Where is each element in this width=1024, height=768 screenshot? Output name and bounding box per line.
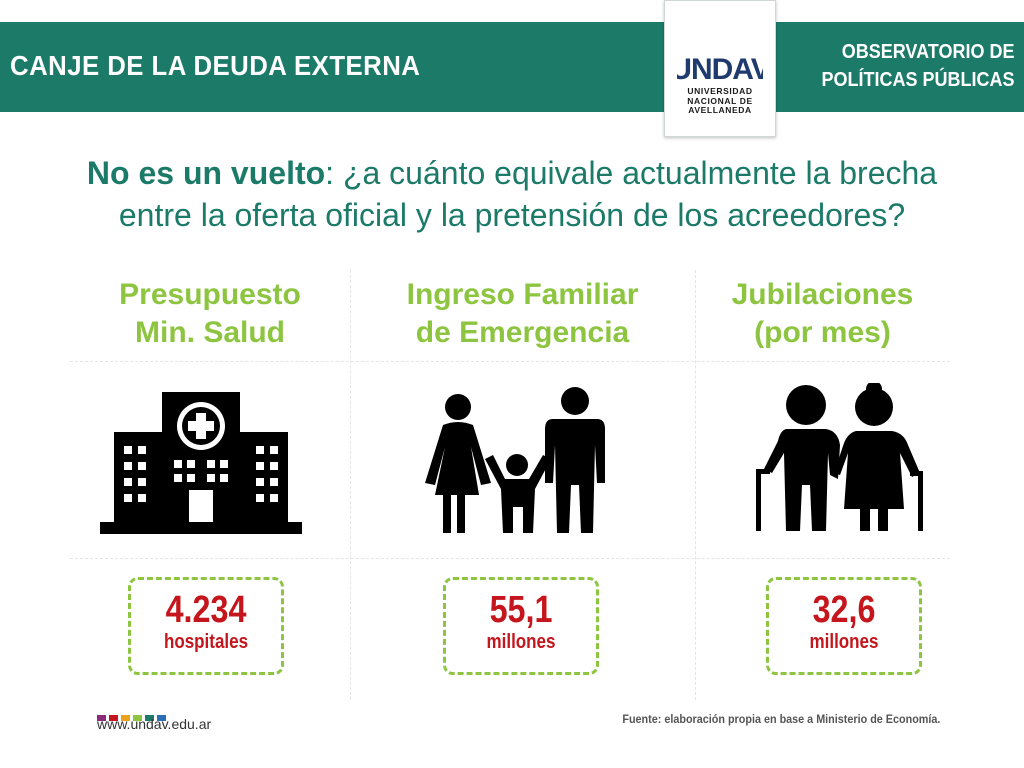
- observatory-line1: OBSERVATORIO DE: [841, 41, 1014, 63]
- column-label-line2: (por mes): [754, 316, 891, 349]
- headline-rest: : ¿a cuánto equivale actualmente la brec…: [325, 155, 938, 191]
- value-number: 32,6: [812, 589, 876, 631]
- elderly-couple-icon: [756, 383, 923, 531]
- column-salud: Presupuesto Min. Salud: [70, 268, 350, 704]
- column-label-line1: Ingreso Familiar: [406, 278, 639, 311]
- color-dot: [109, 715, 118, 721]
- column-label-line1: Presupuesto: [119, 278, 301, 311]
- observatory-label: OBSERVATORIO DE POLÍTICAS PÚBLICAS: [821, 38, 1014, 94]
- grid-divider-1: [350, 270, 351, 700]
- headline-line1: No es un vuelto: ¿a cuánto equivale actu…: [0, 152, 1024, 194]
- undav-logo[interactable]: UNDAV UNIVERSIDAD NACIONAL DE AVELLANEDA: [664, 0, 776, 137]
- logo-line3: AVELLANEDA: [688, 105, 752, 115]
- headline-bold: No es un vuelto: [86, 155, 326, 191]
- value-unit: hospitales: [163, 631, 249, 653]
- column-ife: Ingreso Familiar de Emergencia: [350, 268, 695, 704]
- logo-line1: UNIVERSIDAD: [687, 86, 753, 96]
- column-label: Ingreso Familiar de Emergencia: [350, 276, 695, 352]
- value-box-salud: 4.234 hospitales: [128, 577, 284, 675]
- brand-color-dots: [97, 708, 169, 726]
- value-unit: millones: [809, 631, 879, 653]
- hospital-icon: [100, 392, 302, 534]
- value-number: 4.234: [165, 589, 247, 631]
- undav-logo-mark: UNDAV: [677, 53, 763, 83]
- header-banner: [0, 22, 1024, 112]
- color-dot: [121, 715, 130, 721]
- value-box-ife: 55,1 millones: [443, 577, 599, 675]
- color-dot: [97, 715, 106, 721]
- column-label-line1: Jubilaciones: [731, 278, 914, 311]
- color-dot: [145, 715, 154, 721]
- column-label-line2: Min. Salud: [135, 316, 285, 349]
- color-dot: [157, 715, 166, 721]
- headline: No es un vuelto: ¿a cuánto equivale actu…: [0, 152, 1024, 236]
- logo-line2: NACIONAL DE: [687, 95, 753, 106]
- column-label: Jubilaciones (por mes): [695, 276, 950, 352]
- grid-line-bottom: [70, 558, 950, 559]
- value-number: 55,1: [489, 589, 553, 631]
- column-label: Presupuesto Min. Salud: [70, 276, 350, 352]
- grid-line-top: [70, 361, 950, 362]
- family-icon: [425, 387, 605, 533]
- grid-divider-2: [695, 270, 696, 700]
- column-jubilaciones: Jubilaciones (por mes): [695, 268, 950, 704]
- logo-letters: UNDAV: [677, 53, 763, 83]
- observatory-line2: POLÍTICAS PÚBLICAS: [820, 69, 1014, 91]
- source-note: Fuente: elaboración propia en base a Min…: [621, 712, 940, 726]
- headline-line2: entre la oferta oficial y la pretensión …: [118, 197, 906, 233]
- logo-university-name: UNIVERSIDAD NACIONAL DE AVELLANEDA: [673, 86, 767, 116]
- value-unit: millones: [486, 631, 556, 653]
- value-box-jubilaciones: 32,6 millones: [766, 577, 922, 675]
- website-link[interactable]: www.undav.edu.ar: [97, 716, 212, 732]
- color-dot: [133, 715, 142, 721]
- page-title: CANJE DE LA DEUDA EXTERNA: [10, 50, 421, 81]
- column-label-line2: de Emergencia: [415, 316, 630, 349]
